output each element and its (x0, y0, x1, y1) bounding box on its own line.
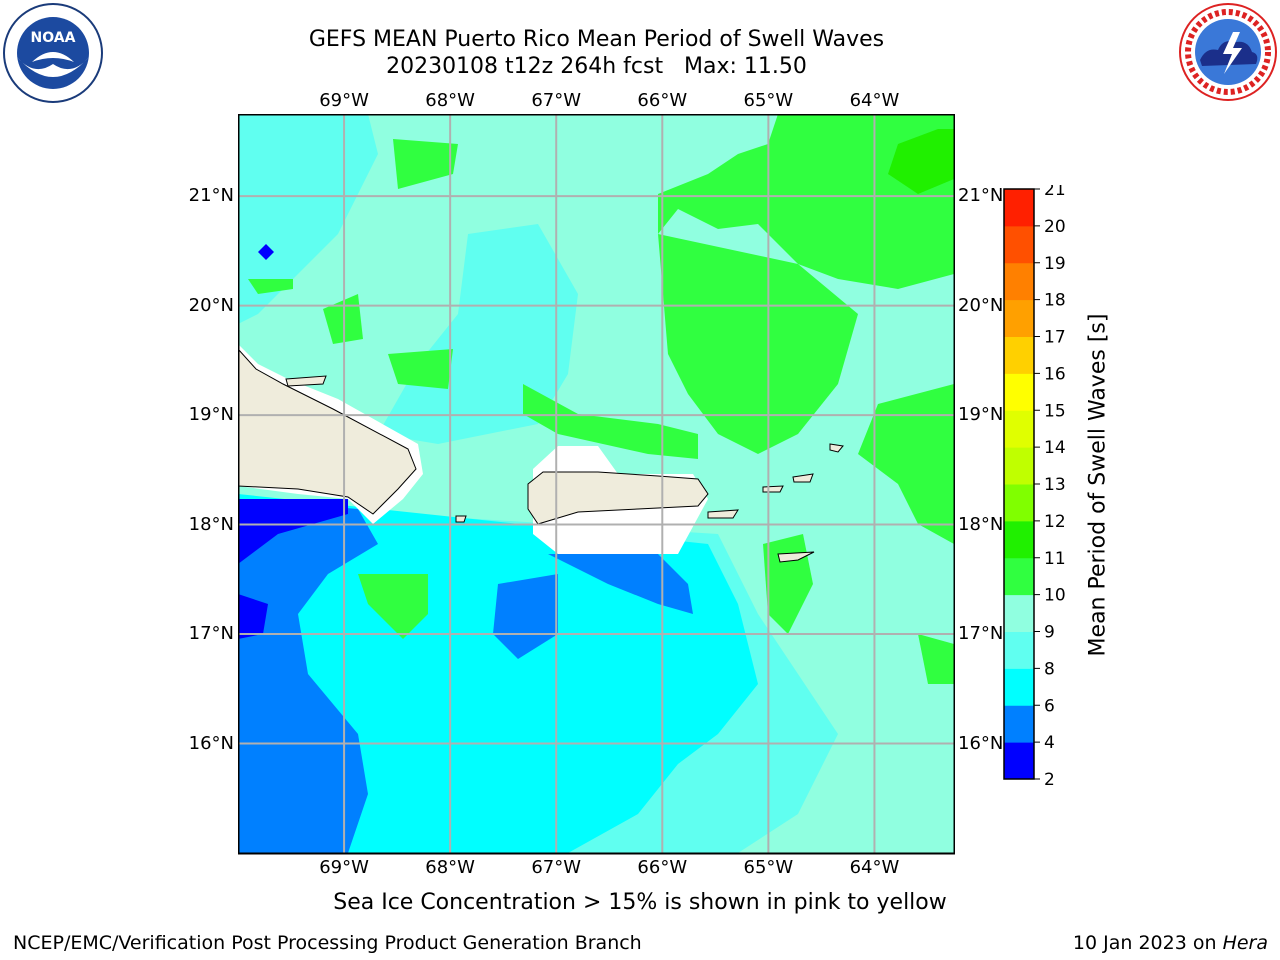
field-11-12-northeast (888, 129, 954, 194)
field-10-11-southeast2 (918, 634, 954, 684)
colorbar-tick-label: 12 (1044, 512, 1066, 532)
colorbar-segment (1004, 447, 1034, 485)
lon-label-top: 65°W (743, 90, 794, 111)
island-vieques (707, 509, 739, 519)
colorbar-segment (1004, 373, 1034, 411)
colorbar-label: Mean Period of Swell Waves [s] (1085, 313, 1111, 657)
colorbar-tick-label: 17 (1044, 328, 1066, 348)
field-4-6-southcentral (493, 574, 558, 659)
field-10-11-northeast (658, 114, 954, 289)
colorbar-segment (1004, 225, 1034, 264)
colorbar-tick-label: 20 (1044, 217, 1066, 237)
colorbar-tick-label: 14 (1044, 438, 1066, 458)
lon-label-top: 68°W (425, 90, 475, 111)
field-8-9-west (238, 114, 378, 324)
chart-title-line1: GEFS MEAN Puerto Rico Mean Period of Swe… (308, 27, 885, 52)
sea-ice-note: Sea Ice Concentration > 15% is shown in … (333, 890, 947, 915)
colorbar-segment (1004, 594, 1034, 632)
lat-label-left: 19°N (188, 404, 234, 426)
land-hispaniola-fill (238, 348, 417, 515)
lat-label-left: 16°N (188, 732, 234, 754)
island-st-croix (777, 551, 815, 563)
island-virgin (762, 485, 784, 493)
island-mona (455, 515, 467, 523)
colorbar-segment (1004, 631, 1034, 669)
island-small-2 (829, 443, 844, 453)
lat-label-right: 19°N (958, 404, 1004, 426)
lon-label-bottom: 69°W (319, 857, 369, 878)
lat-label-left: 21°N (188, 185, 234, 207)
field-10-11-north3 (388, 349, 453, 389)
colorbar-segment (1004, 557, 1034, 596)
footer-date: 10 Jan 2023 on (1072, 932, 1223, 954)
map-panel (238, 114, 955, 855)
lon-label-top: 64°W (849, 90, 900, 111)
field-10-11-east2 (858, 384, 954, 544)
colorbar-segment (1004, 742, 1034, 780)
field-10-11-north1 (393, 139, 458, 189)
colorbar-tick-label: 15 (1044, 401, 1066, 421)
colorbar-tick-label: 21 (1044, 185, 1066, 200)
footer-left: NCEP/EMC/Verification Post Processing Pr… (13, 932, 642, 954)
colorbar-tick-label: 6 (1044, 696, 1055, 716)
island-small-1 (792, 473, 814, 483)
lat-label-right: 18°N (958, 513, 1004, 535)
colorbar-tick-label: 18 (1044, 291, 1066, 311)
lon-label-bottom: 68°W (425, 857, 475, 878)
field-10-11-south1 (358, 574, 428, 639)
lon-label-top: 66°W (637, 90, 688, 111)
colorbar-tick-label: 4 (1044, 733, 1055, 753)
colorbar-tick-label: 2 (1044, 770, 1055, 785)
lat-label-right: 21°N (958, 185, 1004, 207)
nws-logo (1179, 3, 1277, 101)
colorbar-segment (1004, 299, 1034, 337)
colorbar-segment (1004, 262, 1034, 301)
colorbar-segment (1004, 484, 1034, 522)
lon-label-top: 69°W (319, 90, 369, 111)
lat-label-right: 17°N (958, 623, 1004, 645)
field-4-6-southwest (238, 499, 378, 853)
field-10-11-center (523, 384, 698, 459)
colorbar-segment (1004, 520, 1034, 559)
lat-label-right: 16°N (958, 732, 1004, 754)
field-4-6-island-south (548, 554, 693, 614)
lat-label-left: 20°N (188, 294, 234, 316)
colorbar-tick-label: 8 (1044, 659, 1055, 679)
colorbar-tick-label: 9 (1044, 623, 1055, 643)
island-small-3 (285, 375, 327, 387)
lon-label-bottom: 64°W (849, 857, 900, 878)
lat-label-left: 18°N (188, 513, 234, 535)
footer-host: Hera (1222, 932, 1268, 954)
noaa-logo-text: NOAA (31, 30, 76, 46)
chart-title-line2: 20230108 t12z 264h fcst Max: 11.50 (386, 54, 807, 79)
field-2-4-spot (258, 244, 274, 260)
field-10-11-northwest (248, 279, 293, 294)
lon-label-bottom: 66°W (637, 857, 688, 878)
lon-label-bottom: 67°W (531, 857, 582, 878)
lat-label-right: 20°N (958, 294, 1004, 316)
colorbar-segment (1004, 189, 1034, 227)
field-2-4-west (238, 499, 348, 564)
colorbar-tick-label: 16 (1044, 364, 1066, 384)
colorbar: 2 4 6 8 9 10 11 12 13 14 15 16 17 18 19 20 21 (1003, 185, 1066, 785)
lon-label-top: 67°W (531, 90, 582, 111)
map-frame (238, 114, 955, 855)
lon-label-bottom: 65°W (743, 857, 794, 878)
map-gridlines (238, 114, 954, 853)
colorbar-tick-label: 11 (1044, 549, 1066, 569)
footer-right: 10 Jan 2023 on Hera (1073, 932, 1268, 954)
colorbar-segment (1004, 410, 1034, 448)
field-10-11-east (658, 234, 858, 454)
field-2-4-west2 (238, 594, 268, 639)
colorbar-segment (1004, 668, 1034, 706)
colorbar-tick-label: 13 (1044, 475, 1066, 495)
colorbar-tick-label: 19 (1044, 254, 1066, 274)
lat-label-left: 17°N (188, 623, 234, 645)
colorbar-tick-label: 10 (1044, 586, 1066, 606)
colorbar-segment (1004, 336, 1034, 374)
colorbar-segment (1004, 705, 1034, 743)
noaa-logo: NOAA (3, 3, 103, 103)
